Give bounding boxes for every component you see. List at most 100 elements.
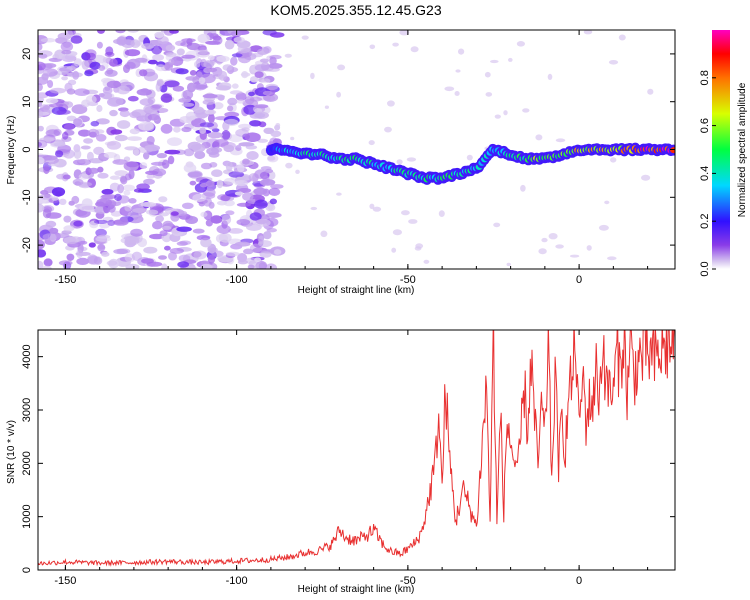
spectrogram-noise-blob (221, 214, 232, 225)
spectrogram-noise-blob (224, 111, 240, 118)
spectrogram-noise-blob (139, 98, 154, 106)
spectrogram-noise-blob (98, 65, 106, 71)
spectrogram-noise-blob (538, 248, 547, 255)
spectrogram-noise-blob (95, 118, 110, 125)
spectrogram-noise-blob (569, 254, 580, 258)
spectrogram-noise-blob (161, 225, 172, 230)
spectrogram-noise-blob (116, 36, 127, 46)
spectrogram-noise-blob (81, 59, 90, 70)
spectrogram-noise-blob (222, 64, 233, 71)
spectrogram-noise-blob (392, 229, 402, 236)
spectrogram-noise-blob (200, 211, 208, 218)
spectrogram-noise-blob (96, 104, 103, 113)
spectrogram-noise-blob (245, 145, 258, 150)
spectrogram-noise-blob (175, 68, 189, 75)
spectrogram-noise-blob (88, 167, 99, 174)
spectrogram-noise-blob (199, 122, 215, 128)
spectrogram-noise-blob (647, 88, 654, 95)
spectrogram-noise-blob (38, 260, 44, 269)
spectrogram-noise-blob (176, 226, 192, 232)
spectrogram-noise-blob (208, 201, 215, 209)
spectrogram-noise-blob (583, 30, 593, 35)
spectrogram-noise-blob (80, 145, 91, 150)
spectrogram-noise-blob (71, 195, 80, 204)
spectrogram-noise-blob (254, 199, 268, 209)
spectrogram-noise-blob (112, 159, 128, 165)
spectrogram-noise-blob (250, 76, 259, 83)
spectrogram-noise-blob (295, 169, 300, 174)
spectrogram-noise-blob (444, 86, 455, 92)
spectrogram-noise-blob (64, 30, 74, 38)
spectrogram-noise-blob (270, 184, 284, 189)
spectrogram-noise-blob (235, 145, 242, 151)
spectrogram-noise-blob (49, 227, 59, 234)
spectrogram-noise-blob (541, 237, 548, 243)
spectrogram-noise-blob (107, 219, 116, 226)
spectrogram-noise-blob (200, 162, 213, 170)
spectrogram-noise-blob (228, 228, 244, 234)
spectrogram-noise-blob (493, 222, 501, 228)
spectrogram-noise-blob (117, 184, 124, 194)
spectrogram-noise-blob (45, 98, 59, 104)
spectrogram-noise-blob (236, 202, 251, 207)
spectrogram-noise-blob (454, 91, 460, 96)
spectrogram-noise-blob (160, 30, 169, 33)
spectrogram-noise-blob (372, 206, 382, 212)
spectrogram-noise-blob (87, 255, 101, 265)
spectrogram-noise-blob (51, 196, 59, 202)
spectrogram-noise-blob (93, 219, 108, 224)
y-tick-label: 4000 (21, 344, 33, 368)
spectrogram-noise-blob (160, 93, 173, 103)
spectrogram-noise-blob (207, 55, 215, 61)
spectrogram-noise-blob (234, 180, 249, 187)
spectrogram-noise-blob (159, 230, 168, 237)
spectrogram-noise-blob (102, 56, 109, 63)
spectrogram-noise-blob (39, 194, 53, 200)
spectrogram-noise-blob (205, 40, 221, 45)
spectrogram-noise-blob (284, 53, 292, 58)
spectrogram-noise-blob (223, 178, 235, 185)
spectrogram-noise-blob (181, 126, 192, 133)
spectrogram-noise-blob (106, 68, 114, 75)
spectrogram-noise-blob (229, 90, 243, 95)
spectrogram-noise-blob (205, 219, 213, 227)
spectrogram-xlabel: Height of straight line (km) (298, 285, 415, 296)
spectrogram-noise-blob (38, 249, 47, 258)
spectrogram-noise-blob (618, 34, 626, 41)
spectrogram-noise-blob (42, 206, 53, 213)
spectrogram-noise-blob (392, 42, 399, 47)
spectrogram-noise-blob (146, 135, 155, 145)
spectrogram-noise-blob (485, 92, 493, 97)
spectrogram-noise-blob (368, 140, 375, 146)
y-tick-label: 0 (21, 146, 33, 152)
spectrogram-noise-blob (149, 233, 165, 240)
spectrogram-noise-blob (141, 43, 155, 50)
spectrogram-noise-blob (72, 118, 83, 127)
spectrogram-noise-blob (212, 35, 222, 41)
snr-plot: -150 -100 -50 0 0 1000 2000 3000 4000 Height of… (6, 329, 676, 595)
spectrogram-noise-blob (265, 83, 279, 91)
spectrogram-noise-blob (179, 240, 192, 246)
spectrogram-noise-blob (384, 126, 392, 133)
spectrogram-noise-blob (66, 253, 75, 261)
spectrogram-noise-blob (220, 194, 230, 202)
spectrogram-noise-blob (143, 152, 150, 160)
spectrogram-noise-blob (60, 41, 74, 52)
spectrogram-noise-blob (99, 222, 110, 229)
colorbar: 0.0 0.2 0.4 0.6 0.8 Normalized spectral ampl… (699, 30, 748, 277)
spectrogram-noise-blob (337, 64, 346, 71)
spectrogram-noise-blob (244, 132, 261, 142)
spectrogram-noise-blob (484, 71, 491, 78)
spectrogram-noise-blob (269, 54, 282, 60)
spectrogram-noise-blob (508, 57, 513, 62)
spectrogram-noise-blob (438, 210, 445, 218)
spectrogram-noise-blob (225, 251, 240, 257)
spectrogram-noise-blob (98, 93, 105, 98)
spectrogram-noise-blob (38, 203, 45, 213)
spectrogram-noise-blob (127, 95, 139, 102)
spectrogram-noise-blob (96, 41, 103, 49)
spectrogram-noise-blob (503, 110, 508, 116)
spectrogram-noise-blob (38, 109, 44, 118)
spectrogram-noise-blob (158, 212, 170, 217)
